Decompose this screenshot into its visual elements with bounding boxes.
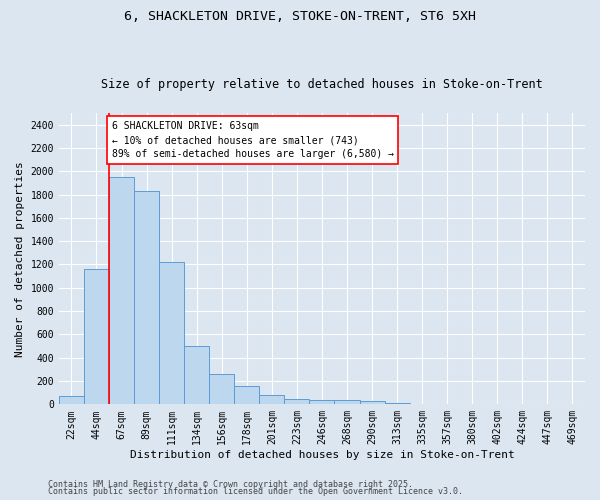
Bar — [184, 346, 209, 405]
Bar — [310, 400, 334, 404]
Bar — [334, 400, 359, 404]
X-axis label: Distribution of detached houses by size in Stoke-on-Trent: Distribution of detached houses by size … — [130, 450, 514, 460]
Bar — [359, 401, 385, 404]
Text: Contains public sector information licensed under the Open Government Licence v3: Contains public sector information licen… — [48, 487, 463, 496]
Bar — [84, 269, 109, 404]
Y-axis label: Number of detached properties: Number of detached properties — [15, 161, 25, 356]
Bar — [259, 395, 284, 404]
Bar — [284, 398, 310, 404]
Title: Size of property relative to detached houses in Stoke-on-Trent: Size of property relative to detached ho… — [101, 78, 543, 91]
Bar — [109, 177, 134, 404]
Text: 6, SHACKLETON DRIVE, STOKE-ON-TRENT, ST6 5XH: 6, SHACKLETON DRIVE, STOKE-ON-TRENT, ST6… — [124, 10, 476, 23]
Bar — [385, 403, 410, 404]
Bar — [59, 396, 84, 404]
Text: 6 SHACKLETON DRIVE: 63sqm
← 10% of detached houses are smaller (743)
89% of semi: 6 SHACKLETON DRIVE: 63sqm ← 10% of detac… — [112, 121, 394, 159]
Bar — [159, 262, 184, 404]
Bar — [209, 374, 234, 404]
Text: Contains HM Land Registry data © Crown copyright and database right 2025.: Contains HM Land Registry data © Crown c… — [48, 480, 413, 489]
Bar — [234, 386, 259, 404]
Bar — [134, 191, 159, 404]
